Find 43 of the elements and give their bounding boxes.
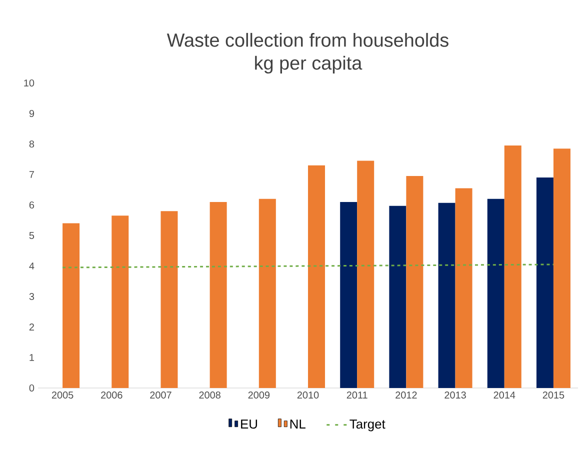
y-tick-label: 8 <box>29 140 34 148</box>
bar <box>553 148 570 388</box>
bar <box>487 198 504 388</box>
x-tick-label: 2007 <box>150 392 172 399</box>
x-tick-label: 2012 <box>396 392 417 399</box>
bar <box>340 202 358 388</box>
chart-title: Waste collection from households <box>166 32 448 47</box>
bar <box>406 176 424 388</box>
legend-label: Target <box>350 420 386 432</box>
bar <box>160 211 178 388</box>
chart-subtitle: kg per capita <box>255 56 362 74</box>
bar <box>357 160 374 388</box>
legend-label: NL <box>290 420 306 429</box>
y-tick-label: 5 <box>29 232 34 239</box>
bar <box>112 216 129 388</box>
bar <box>389 206 406 388</box>
y-tick-label: 9 <box>29 110 34 118</box>
x-tick-label: 2008 <box>199 392 220 399</box>
x-tick-label: 2009 <box>248 392 270 399</box>
x-tick-label: 2015 <box>542 392 564 399</box>
bar <box>438 202 456 388</box>
y-tick-label: 0 <box>29 384 34 392</box>
x-tick-label: 2014 <box>494 392 516 399</box>
bar <box>210 202 227 388</box>
x-tick-label: 2006 <box>101 392 122 399</box>
bar <box>504 146 522 388</box>
y-tick-label: 2 <box>29 324 34 330</box>
bar <box>308 165 326 388</box>
legend-label: EU <box>241 420 257 429</box>
bar <box>536 178 554 388</box>
y-tick-label: 10 <box>24 79 34 87</box>
x-tick-label: 2010 <box>297 392 319 399</box>
x-tick-label: 2011 <box>346 392 368 399</box>
bar <box>62 223 80 388</box>
y-tick-label: 6 <box>29 201 34 209</box>
y-tick-label: 1 <box>30 354 34 361</box>
y-tick-label: 4 <box>29 262 34 270</box>
x-tick-label: 2005 <box>52 392 74 399</box>
bar <box>455 188 472 388</box>
bar <box>258 198 276 388</box>
y-tick-label: 3 <box>29 292 34 300</box>
y-tick-label: 7 <box>29 171 34 178</box>
x-tick-label: 2013 <box>444 392 466 399</box>
